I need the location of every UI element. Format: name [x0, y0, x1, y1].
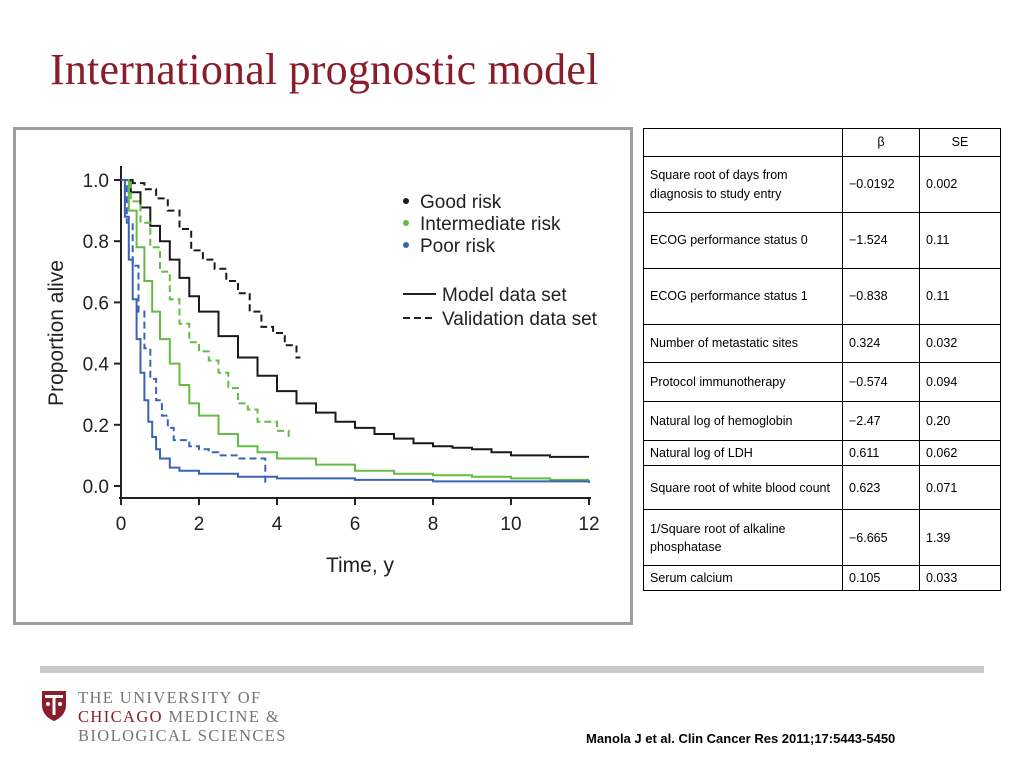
row-label: Square root of days from diagnosis to st… [643, 156, 843, 213]
row-label: Serum calcium [643, 565, 843, 592]
shield-icon [42, 691, 66, 721]
y-tick-label: 0.4 [83, 355, 110, 376]
table-header-beta: β [842, 128, 920, 157]
y-tick-label: 0.0 [83, 477, 109, 498]
row-beta: 0.105 [842, 565, 920, 592]
table-header-blank [643, 128, 843, 157]
axes-layer: 0.0 0.2 0.4 0.6 0.8 1.0 0 2 4 6 8 10 12 Time, y Propor… [45, 166, 600, 577]
table-row: ECOG performance status 0 −1.524 0.11 [643, 212, 1001, 269]
logo-line-biological-sciences: BIOLOGICAL SCIENCES [78, 726, 287, 745]
row-se: 0.11 [919, 212, 1001, 269]
logo-chicago: CHICAGO [78, 707, 163, 726]
table-row: Square root of white blood count 0.623 0… [643, 465, 1001, 511]
university-logo: THE UNIVERSITY OF CHICAGO MEDICINE & BIO… [40, 688, 310, 748]
logo-medicine: MEDICINE & [162, 707, 281, 726]
legend-marker-2 [403, 242, 409, 248]
legend-label: Good risk [420, 192, 502, 213]
row-se: 0.002 [919, 156, 1001, 213]
row-se: 1.39 [919, 509, 1001, 567]
row-label: Natural log of hemoglobin [643, 401, 843, 441]
km-survival-chart: 0.0 0.2 0.4 0.6 0.8 1.0 0 2 4 6 8 10 12 Time, y Propor… [45, 166, 600, 577]
y-tick-label: 0.6 [83, 293, 109, 314]
footer-divider [40, 666, 984, 673]
table-row: Serum calcium 0.105 0.033 [643, 565, 1001, 592]
table-header-row: β SE [643, 128, 1001, 157]
row-beta: −0.574 [842, 362, 920, 402]
row-se: 0.20 [919, 401, 1001, 441]
row-label: Natural log of LDH [643, 439, 843, 467]
x-tick-label: 4 [272, 514, 283, 535]
row-beta: −2.47 [842, 401, 920, 441]
row-label: 1/Square root of alkaline phosphatase [643, 509, 843, 567]
table-header-se: SE [919, 128, 1001, 157]
series-layer [121, 179, 590, 486]
row-se: 0.11 [919, 268, 1001, 325]
legend-marker-1 [403, 220, 409, 226]
row-se: 0.032 [919, 324, 1001, 363]
series-good-validation [121, 179, 301, 359]
table-row: Number of metastatic sites 0.324 0.032 [643, 324, 1001, 363]
row-label: ECOG performance status 0 [643, 212, 843, 269]
table-row: Square root of days from diagnosis to st… [643, 156, 1001, 213]
row-se: 0.071 [919, 465, 1001, 511]
table-row: 1/Square root of alkaline phosphatase −6… [643, 509, 1001, 567]
x-tick-label: 2 [194, 514, 205, 535]
row-se: 0.033 [919, 565, 1001, 592]
series-intermediate-validation [121, 179, 290, 437]
row-label: Square root of white blood count [643, 465, 843, 511]
legend-label: Validation data set [442, 309, 598, 330]
row-label: Protocol immunotherapy [643, 362, 843, 402]
y-tick-label: 0.2 [83, 416, 109, 437]
y-tick-label: 1.0 [83, 171, 109, 192]
series-poor-model [121, 179, 590, 483]
legend-label: Model data set [442, 285, 567, 306]
row-label: Number of metastatic sites [643, 324, 843, 363]
row-beta: 0.623 [842, 465, 920, 511]
legend-label: Intermediate risk [420, 214, 561, 235]
row-beta: 0.324 [842, 324, 920, 363]
x-tick-label: 12 [578, 514, 599, 535]
x-tick-label: 8 [428, 514, 439, 535]
series-poor-validation [121, 179, 267, 486]
row-beta: 0.611 [842, 439, 920, 467]
x-tick-label: 6 [350, 514, 361, 535]
row-beta: −6.665 [842, 509, 920, 567]
slide-title: International prognostic model [50, 45, 599, 94]
legend-marker-0 [403, 198, 409, 204]
legend-label: Poor risk [420, 236, 495, 257]
row-beta: −0.0192 [842, 156, 920, 213]
x-axis-label: Time, y [326, 554, 395, 577]
row-se: 0.062 [919, 439, 1001, 467]
figure-frame: 0.0 0.2 0.4 0.6 0.8 1.0 0 2 4 6 8 10 12 Time, y Propor… [13, 127, 633, 625]
series-intermediate-model [121, 179, 589, 481]
x-tick-label: 0 [116, 514, 127, 535]
row-beta: −1.524 [842, 212, 920, 269]
row-label: ECOG performance status 1 [643, 268, 843, 325]
x-tick-label: 10 [500, 514, 521, 535]
table-row: ECOG performance status 1 −0.838 0.11 [643, 268, 1001, 325]
table-row: Natural log of hemoglobin −2.47 0.20 [643, 401, 1001, 441]
row-se: 0.094 [919, 362, 1001, 402]
y-tick-label: 0.8 [83, 232, 109, 253]
row-beta: −0.838 [842, 268, 920, 325]
table-row: Natural log of LDH 0.611 0.062 [643, 439, 1001, 467]
logo-line-university: THE UNIVERSITY OF [78, 688, 262, 707]
citation: Manola J et al. Clin Cancer Res 2011;17:… [586, 731, 896, 746]
coefficient-table: β SE Square root of days from diagnosis … [643, 128, 1001, 592]
logo-line-medicine: CHICAGO MEDICINE & [78, 707, 280, 727]
y-axis-label: Proportion alive [45, 260, 68, 406]
table-row: Protocol immunotherapy −0.574 0.094 [643, 362, 1001, 402]
series-good-model [121, 179, 589, 458]
